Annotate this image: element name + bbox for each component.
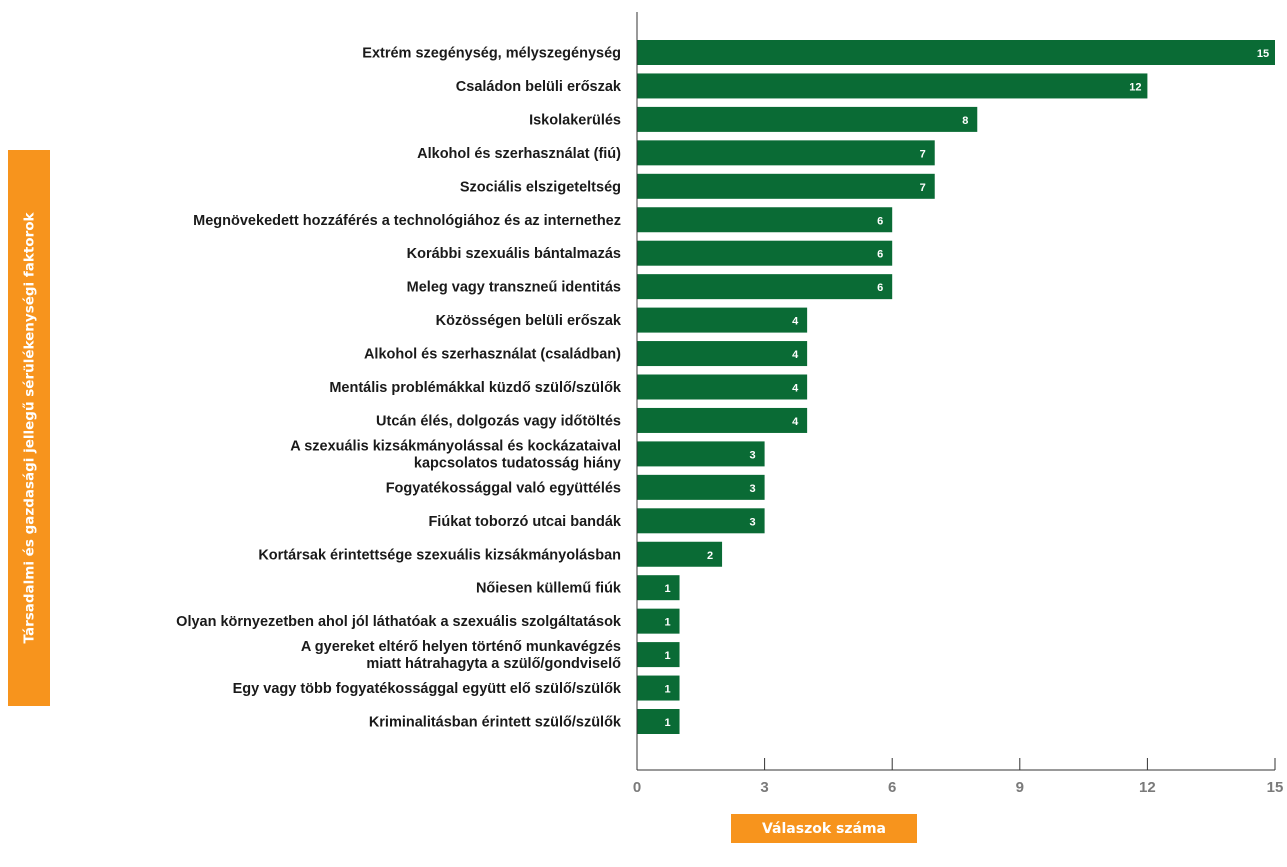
category-label: Egy vagy több fogyatékossággal együtt el… — [233, 681, 622, 697]
bar — [637, 675, 680, 701]
bar — [637, 374, 808, 400]
category-label: Meleg vagy transzneű identitás — [407, 280, 621, 296]
category-label: Szociális elszigeteltség — [460, 179, 621, 195]
category-label: Kriminalitásban érintett szülő/szülők — [369, 715, 622, 731]
bar — [637, 441, 765, 467]
bar-value-label: 1 — [664, 583, 670, 595]
bar-value-label: 3 — [750, 449, 756, 461]
bar-value-label: 1 — [664, 717, 670, 729]
category-label: Mentális problémákkal küzdő szülő/szülők — [329, 380, 622, 396]
bar-value-label: 1 — [664, 650, 670, 662]
bar — [637, 407, 808, 433]
x-tick-label: 9 — [1016, 779, 1024, 796]
bar — [637, 240, 893, 266]
category-label: A szexuális kizsákmányolással és kockáza… — [290, 438, 621, 454]
category-label: Megnövekedett hozzáférés a technológiáho… — [193, 213, 621, 229]
bar — [637, 642, 680, 668]
bar-value-label: 6 — [877, 249, 883, 261]
category-label: Extrém szegénység, mélyszegénység — [362, 46, 621, 62]
bar-value-label: 15 — [1257, 48, 1269, 60]
bar — [637, 307, 808, 333]
bar-value-label: 4 — [792, 416, 799, 428]
category-labels-group: Extrém szegénység, mélyszegénység Családo… — [176, 46, 622, 731]
bar-value-label: 7 — [920, 182, 926, 194]
bar-value-label: 3 — [750, 483, 756, 495]
category-label: Olyan környezetben ahol jól láthatóak a … — [176, 614, 622, 630]
bar-value-label: 8 — [962, 115, 968, 127]
bar — [637, 40, 1275, 65]
bar-value-label: 4 — [792, 383, 799, 395]
bar — [637, 341, 808, 367]
bar-value-label: 4 — [792, 316, 799, 328]
bar — [637, 73, 1148, 99]
bar — [637, 173, 935, 199]
bar-value-label: 3 — [750, 516, 756, 528]
bar-value-label: 6 — [877, 282, 883, 294]
x-axis-title-box: Válaszok száma — [731, 814, 917, 843]
bar-value-label: 4 — [792, 349, 799, 361]
category-label: kapcsolatos tudatosság hiány — [414, 455, 621, 471]
bar — [637, 140, 935, 166]
category-label: Alkohol és szerhasználat (családban) — [364, 347, 621, 363]
category-label: Iskolakerülés — [529, 112, 621, 128]
category-label: Közösségen belüli erőszak — [436, 313, 622, 329]
category-label: Családon belüli erőszak — [456, 79, 622, 95]
bar-value-label: 2 — [707, 550, 713, 562]
category-label: Alkohol és szerhasználat (fiú) — [417, 146, 621, 162]
bar — [637, 106, 978, 132]
category-label: Utcán élés, dolgozás vagy időtöltés — [376, 413, 621, 429]
bar — [637, 474, 765, 500]
bar-value-label: 1 — [664, 617, 670, 629]
x-tick-label: 12 — [1139, 779, 1156, 796]
bar — [637, 608, 680, 634]
x-tick-label: 15 — [1267, 779, 1284, 796]
x-tick-label: 0 — [633, 779, 641, 796]
category-label: miatt hátrahagyta a szülő/gondviselő — [366, 656, 621, 672]
x-tick-label: 3 — [760, 779, 768, 796]
bar — [637, 541, 723, 567]
bar — [637, 508, 765, 534]
category-label: Kortársak érintettsége szexuális kizsákm… — [258, 547, 621, 563]
bar — [637, 274, 893, 300]
bar — [637, 709, 680, 734]
category-label: A gyereket eltérő helyen történő munkavé… — [301, 639, 621, 655]
category-label: Korábbi szexuális bántalmazás — [407, 246, 621, 262]
category-label: Nőiesen küllemű fiúk — [476, 581, 622, 597]
x-axis-title: Válaszok száma — [761, 820, 886, 837]
bar — [637, 207, 893, 233]
y-axis-title-box: Társadalmi és gazdasági jellegű sérüléke… — [8, 150, 50, 706]
bar-value-label: 1 — [664, 684, 670, 696]
bars-group: 15 12 8 7 7 6 6 6 4 4 4 4 3 3 3 2 1 1 1 1 1 — [637, 40, 1275, 734]
x-axis: 0 3 6 9 12 15 — [633, 12, 1284, 796]
y-axis-title: Társadalmi és gazdasági jellegű sérüléke… — [21, 212, 37, 644]
bar — [637, 575, 680, 601]
bar-value-label: 12 — [1129, 81, 1141, 93]
category-label: Fogyatékossággal való együttélés — [386, 480, 621, 496]
bar-value-label: 6 — [877, 215, 883, 227]
bar-value-label: 7 — [920, 148, 926, 160]
category-label: Fiúkat toborzó utcai bandák — [428, 514, 621, 530]
x-tick-label: 6 — [888, 779, 896, 796]
